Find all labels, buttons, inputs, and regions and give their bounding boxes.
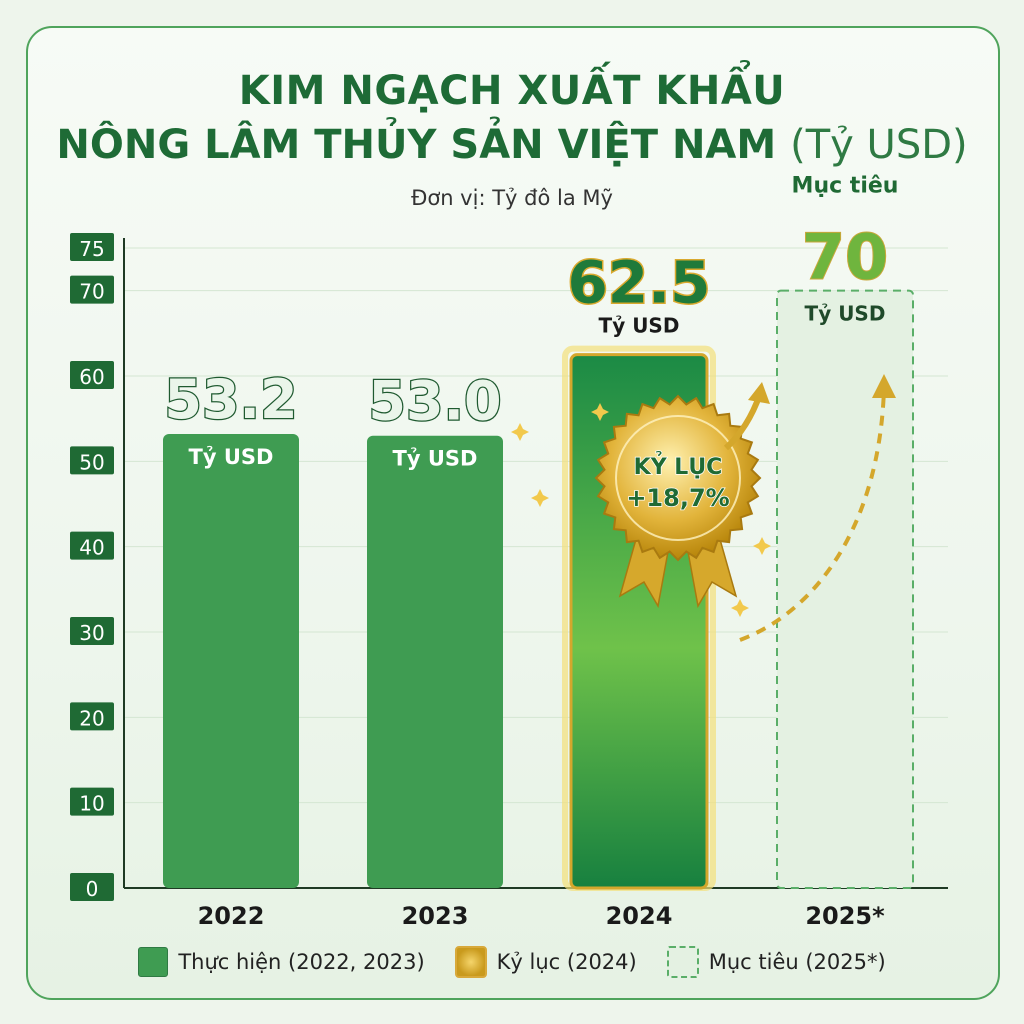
bar-2025*	[776, 289, 914, 889]
legend-label-actual: Thực hiện (2022, 2023)	[178, 950, 425, 974]
sparkle-icon	[591, 403, 609, 421]
x-tick-label: 2023	[402, 902, 469, 930]
data-unit-label: Tỷ USD	[599, 314, 680, 338]
legend-item-target: Mục tiêu (2025*)	[666, 946, 886, 978]
legend-label-record: Kỷ lục (2024)	[496, 950, 637, 974]
sparkle-icon	[531, 489, 549, 507]
x-tick-label: 2025*	[805, 902, 885, 930]
medal-icon	[454, 946, 487, 978]
legend-swatch-actual	[138, 947, 169, 977]
y-tick-label: 20	[79, 706, 104, 730]
y-tick-box	[70, 617, 114, 645]
y-tick-label: 70	[79, 280, 104, 304]
badge-change-label: +18,7%	[626, 484, 729, 512]
sparkle-icon	[753, 537, 771, 555]
data-label: 62.5	[567, 249, 710, 317]
bar-2023	[367, 435, 503, 888]
growth-arrow	[739, 387, 886, 642]
badge-label: KỶ LỤC	[634, 452, 723, 480]
trend-up-arrowhead-icon	[748, 382, 770, 404]
y-tick-box	[70, 531, 114, 560]
y-tick-box	[70, 361, 114, 389]
y-tick-label: 60	[79, 365, 104, 389]
y-tick-label: 30	[79, 621, 104, 645]
chart-title-line1: KIM NGẠCH XUẤT KHẨU	[238, 68, 786, 114]
x-tick-label: 2024	[606, 902, 673, 930]
data-label: 53.0	[368, 370, 501, 433]
y-tick-box	[70, 702, 114, 731]
arrow-head-icon	[872, 374, 896, 398]
target-label: Mục tiêu	[792, 174, 899, 199]
y-tick-label: 50	[79, 450, 104, 474]
data-unit-label: Tỷ USD	[189, 445, 274, 469]
legend-swatch-target	[666, 946, 699, 978]
y-tick-box	[70, 787, 114, 816]
data-unit-label: Tỷ USD	[805, 302, 886, 326]
legend: Thực hiện (2022, 2023) Kỷ lục (2024) Mục…	[0, 946, 1024, 978]
y-tick-label: 75	[79, 237, 104, 261]
sparkle-icon	[731, 599, 749, 617]
y-tick-label: 10	[79, 792, 104, 816]
title-main: NÔNG LÂM THỦY SẢN VIỆT NAM	[56, 122, 777, 168]
data-unit-label: Tỷ USD	[393, 447, 478, 471]
y-tick-box	[70, 446, 114, 475]
chart-subtitle: Đơn vị: Tỷ đô la Mỹ	[411, 186, 613, 210]
y-tick-label: 0	[86, 877, 99, 901]
legend-label-target: Mục tiêu (2025*)	[708, 950, 886, 974]
x-tick-label: 2022	[198, 902, 265, 930]
data-label: 53.2	[164, 368, 297, 431]
sparkle-icon	[511, 423, 529, 441]
y-tick-box	[70, 233, 114, 261]
chart-title-line2: NÔNG LÂM THỦY SẢN VIỆT NAM (Tỷ USD)	[0, 122, 1024, 168]
medal-inner-ring	[615, 415, 741, 541]
y-tick-box	[70, 873, 114, 901]
data-label: 70	[802, 221, 888, 294]
title-unit: (Tỷ USD)	[790, 122, 968, 168]
legend-item-record: Kỷ lục (2024)	[454, 946, 637, 978]
y-tick-label: 40	[79, 536, 104, 560]
medal-icon	[594, 394, 762, 562]
legend-item-actual: Thực hiện (2022, 2023)	[138, 947, 425, 977]
bar-2022	[163, 434, 299, 888]
y-tick-box	[70, 275, 114, 304]
